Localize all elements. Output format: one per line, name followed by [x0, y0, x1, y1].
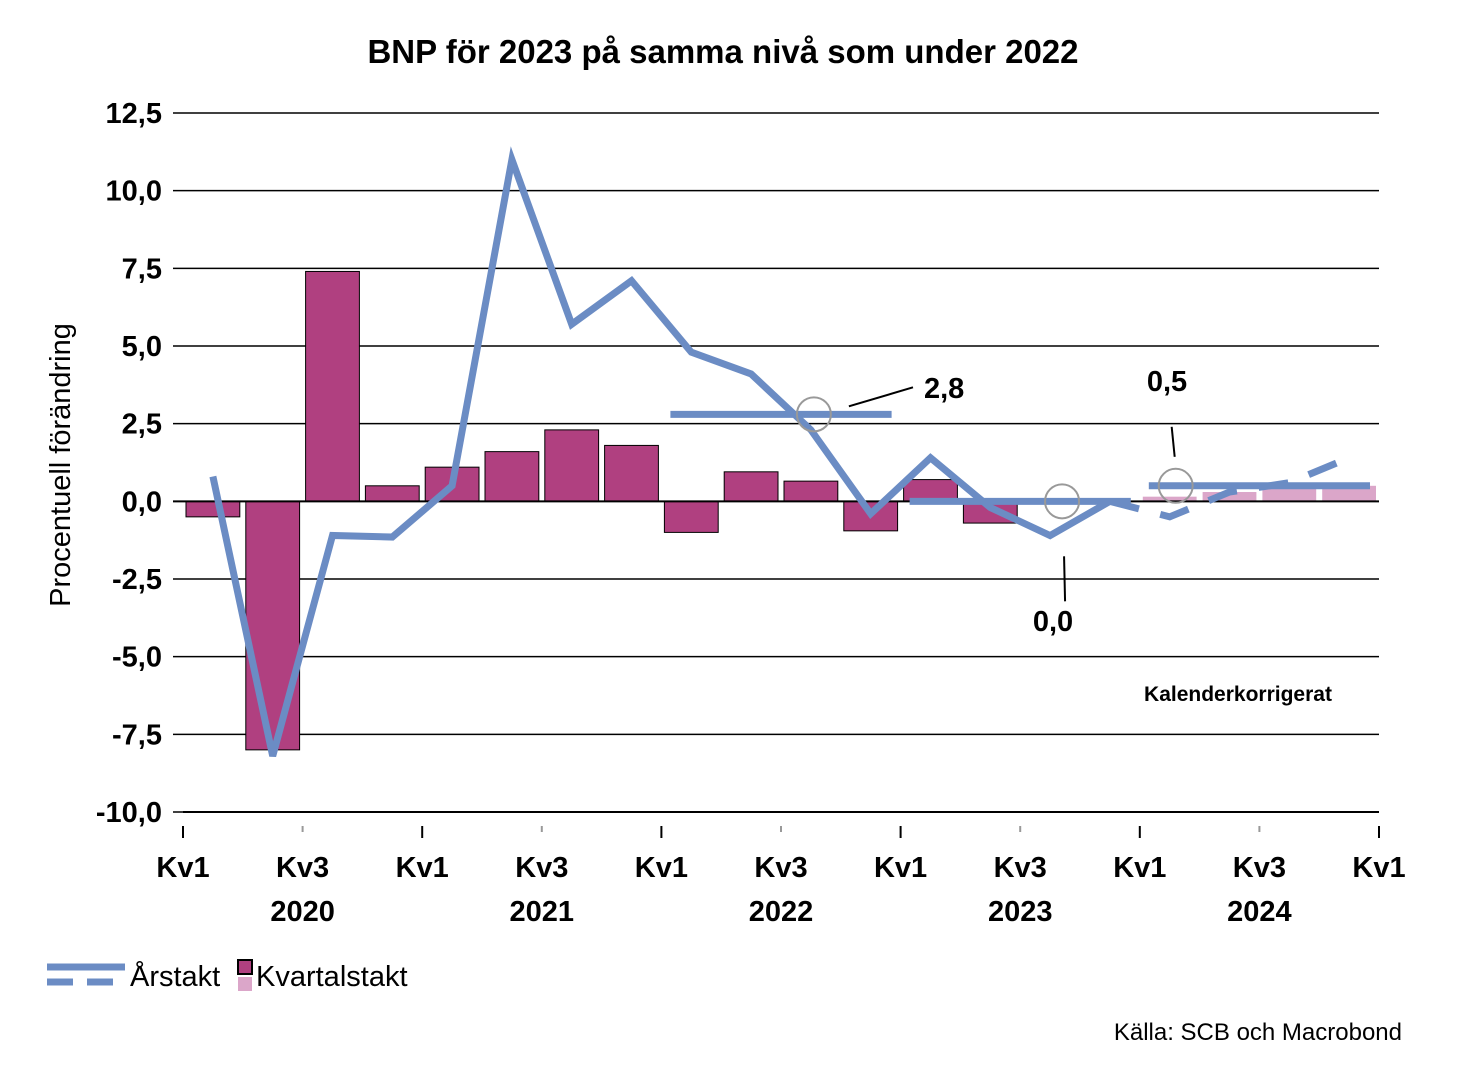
annual-growth-line	[209, 146, 1112, 757]
bar	[544, 429, 600, 502]
bar	[305, 270, 360, 502]
x-tick-label: Kv1	[635, 852, 688, 884]
x-tick-label: Kv1	[1113, 852, 1166, 884]
bar	[663, 500, 719, 533]
bar	[783, 480, 839, 502]
y-tick-label: 10,0	[106, 176, 162, 208]
x-tick-label: Kv3	[994, 852, 1047, 884]
legend-kvartalstakt-swatch	[237, 959, 253, 975]
x-year-label: 2023	[988, 896, 1053, 928]
x-axis: Kv1 Kv3 Kv1 Kv3 Kv1 Kv3 Kv1 Kv3 Kv1 Kv3 Kv1 2020 202…	[156, 811, 1406, 928]
leader-line-2024	[1170, 426, 1176, 457]
calendar-adjusted-note: Kalenderkorrigerat	[1144, 683, 1332, 706]
annotation-2024-value: 0,5	[1147, 366, 1187, 398]
bar	[364, 485, 420, 502]
annual-lines	[209, 146, 1370, 757]
x-tick-label: Kv3	[276, 852, 329, 884]
legend-kvartalstakt-forecast-swatch	[238, 977, 252, 991]
y-tick-labels: 12,5 10,0 7,5 5,0 2,5 0,0 -2,5 -5,0 -7,5 -10,0	[96, 98, 162, 829]
y-tick-label: -10,0	[96, 797, 162, 829]
x-tick-label: Kv1	[1352, 852, 1405, 884]
x-year-label: 2024	[1227, 896, 1292, 928]
y-tick-label: -7,5	[112, 719, 162, 751]
x-tick-label: Kv1	[874, 852, 927, 884]
x-year-label: 2020	[270, 896, 335, 928]
forecast-bar	[1202, 492, 1257, 502]
chart-title: BNP för 2023 på samma nivå som under 202…	[367, 33, 1078, 70]
quarterly-bars	[185, 270, 1376, 751]
bar	[245, 500, 301, 751]
x-year-label: 2022	[749, 896, 814, 928]
marker-circle-2022	[795, 396, 832, 433]
marker-circle-2023	[1044, 483, 1081, 520]
leader-line-2022	[848, 386, 914, 408]
x-tick-label: Kv3	[1233, 852, 1286, 884]
y-tick-label: 5,0	[122, 331, 162, 363]
x-tick-label: Kv3	[754, 852, 807, 884]
x-tick-label: Kv1	[396, 852, 449, 884]
annotation-2022-value: 2,8	[924, 373, 964, 405]
forecast-bar	[1322, 485, 1376, 502]
bar	[723, 471, 779, 502]
leader-line-2023	[1063, 556, 1067, 602]
legend: Årstakt Kvartalstakt	[47, 959, 408, 993]
legend-kvartalstakt-label: Kvartalstakt	[256, 961, 408, 993]
x-tick-label: Kv3	[515, 852, 568, 884]
bar	[604, 444, 659, 502]
y-tick-label: 12,5	[106, 98, 162, 130]
bar	[185, 500, 241, 518]
legend-arstakt-label: Årstakt	[130, 960, 220, 993]
annotation-2023-value: 0,0	[1033, 606, 1073, 638]
bar	[484, 451, 540, 502]
forecast-bar	[1142, 496, 1197, 502]
y-tick-label: 7,5	[122, 253, 162, 285]
x-year-label: 2021	[510, 896, 575, 928]
y-tick-label: -2,5	[112, 564, 162, 596]
y-tick-label: 0,0	[122, 486, 162, 518]
marker-circle-2024	[1157, 467, 1194, 504]
x-tick-label: Kv1	[156, 852, 209, 884]
y-tick-label: 2,5	[122, 409, 162, 441]
y-tick-label: -5,0	[112, 642, 162, 674]
source-note: Källa: SCB och Macrobond	[1114, 1019, 1402, 1046]
annual-growth-forecast-line	[1109, 454, 1351, 521]
annotations: 2,8 0,0 0,5	[795, 366, 1194, 638]
forecast-bar	[1262, 488, 1317, 502]
y-axis-label: Procentuell förändring	[45, 323, 77, 607]
